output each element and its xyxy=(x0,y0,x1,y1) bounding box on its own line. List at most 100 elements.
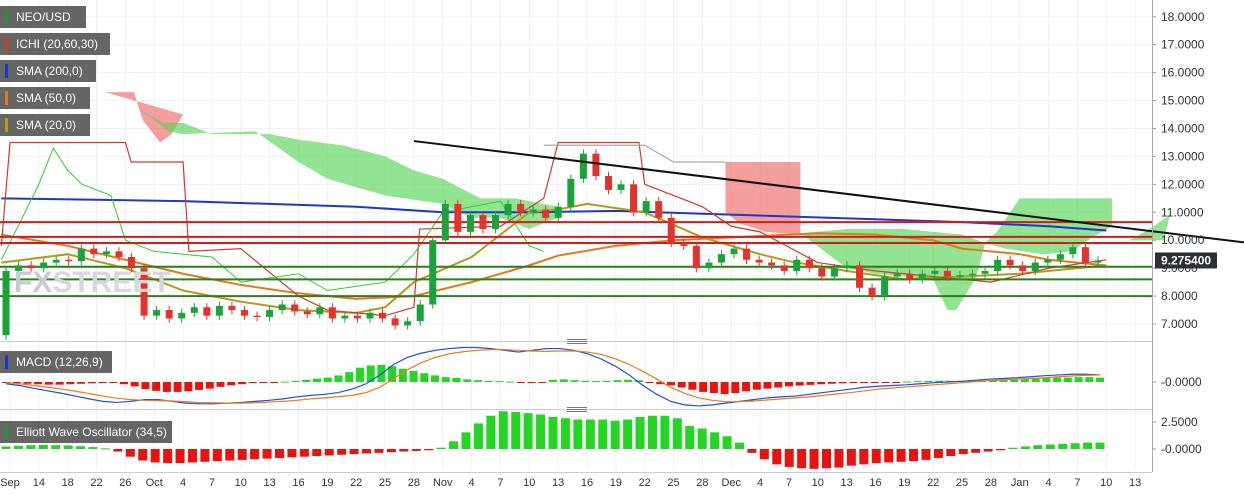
macd-bar xyxy=(913,381,922,383)
x-tick-label: 22 xyxy=(350,477,362,489)
elliott-bar xyxy=(536,414,546,449)
macd-bar xyxy=(259,382,268,383)
candle xyxy=(1081,247,1089,263)
macd-bar xyxy=(87,382,96,384)
candle xyxy=(642,201,650,213)
elliott-bar xyxy=(411,449,421,451)
elliott-bar xyxy=(560,418,570,449)
elliott-bar xyxy=(871,449,881,464)
candle xyxy=(604,175,612,190)
elliott-bar xyxy=(772,449,782,465)
legend-sma-20[interactable]: SMA (20,0) xyxy=(0,114,90,136)
candle xyxy=(1094,260,1102,263)
legend-macd[interactable]: MACD (12,26,9) xyxy=(0,351,112,373)
x-tick-label: 18 xyxy=(62,477,74,489)
y-tick-label: 8.0000 xyxy=(1161,289,1198,303)
macd-bar xyxy=(313,378,322,382)
candle xyxy=(40,262,48,269)
elliott-bar xyxy=(548,417,558,449)
elliott-bar xyxy=(896,449,906,462)
candle xyxy=(667,217,675,244)
candle xyxy=(931,270,939,274)
elliott-bar xyxy=(859,449,869,465)
x-tick-label: 13 xyxy=(264,477,276,489)
ichimoku-cloud-bearish xyxy=(105,92,184,143)
macd-bar xyxy=(838,382,847,384)
elliott-bar xyxy=(797,449,807,469)
macd-bar xyxy=(66,382,75,385)
elliott-panel xyxy=(1,411,1105,469)
elliott-bar xyxy=(138,449,148,461)
macd-bar xyxy=(77,382,86,384)
macd-bar xyxy=(656,382,665,385)
macd-bar xyxy=(999,379,1008,382)
legend-ichimoku[interactable]: ICHI (20,60,30) xyxy=(0,33,110,55)
candle xyxy=(90,248,98,255)
elliott-bar xyxy=(672,418,682,449)
macd-panel xyxy=(2,346,1104,407)
macd-bar xyxy=(334,375,343,382)
macd-bar xyxy=(624,379,633,382)
elliott-bar xyxy=(1020,446,1030,449)
macd-bar xyxy=(1096,377,1104,382)
candle xyxy=(27,265,35,269)
elliott-bar xyxy=(386,449,396,453)
x-tick-label: 22 xyxy=(639,477,651,489)
current-price-box xyxy=(1155,252,1217,269)
macd-bar xyxy=(484,380,493,382)
y-tick-label: -0.0000 xyxy=(1161,442,1202,456)
elliott-bar xyxy=(946,449,956,457)
x-tick-label: 25 xyxy=(667,477,679,489)
macd-bar xyxy=(924,380,933,382)
macd-bar xyxy=(23,382,32,384)
candle xyxy=(743,248,751,260)
x-tick-label: 22 xyxy=(90,477,102,489)
x-tick-label: 7 xyxy=(1074,477,1080,489)
x-tick-label: 7 xyxy=(497,477,503,489)
x-tick-label: 4 xyxy=(757,477,763,489)
macd-bar xyxy=(441,377,450,382)
candle xyxy=(278,304,286,311)
legend-sma-200[interactable]: SMA (200,0) xyxy=(0,60,96,82)
candle xyxy=(517,203,525,213)
elliott-bar xyxy=(809,449,819,469)
macd-bar xyxy=(666,382,675,386)
y-tick-label: 16.0000 xyxy=(1161,66,1205,80)
macd-bar xyxy=(570,380,579,382)
macd-bar xyxy=(870,382,879,383)
ichimoku-cloud-bullish xyxy=(1112,215,1170,241)
fxstreet-watermark: FXSTREET xyxy=(14,266,171,299)
elliott-bar xyxy=(125,449,135,457)
candle xyxy=(893,273,901,277)
elliott-bar xyxy=(1083,442,1093,449)
macd-bar xyxy=(152,382,161,391)
x-tick-label: Jan xyxy=(1011,477,1029,489)
x-tick-label: 19 xyxy=(321,477,333,489)
x-tick-label: 28 xyxy=(696,477,708,489)
candle xyxy=(918,273,926,280)
legend-neo-usd[interactable]: NEO/USD xyxy=(0,6,86,28)
macd-bar xyxy=(173,382,182,392)
elliott-bar xyxy=(697,428,707,449)
macd-bar xyxy=(795,382,804,386)
macd-bar xyxy=(195,382,204,390)
legend-sma-50[interactable]: SMA (50,0) xyxy=(0,87,90,109)
legend-elliott[interactable]: Elliott Wave Oscillator (34,5) xyxy=(0,421,172,443)
macd-bar xyxy=(130,382,139,387)
x-tick-label: 28 xyxy=(985,477,997,489)
candle xyxy=(818,268,826,277)
candle xyxy=(830,268,838,277)
macd-bar xyxy=(720,382,729,395)
macd-bar xyxy=(463,379,472,382)
elliott-bar xyxy=(51,445,61,449)
x-tick-label: Nov xyxy=(433,477,453,489)
macd-bar xyxy=(452,378,461,382)
elliott-bar xyxy=(585,419,595,449)
elliott-bar xyxy=(971,449,981,453)
x-tick-label: 25 xyxy=(379,477,391,489)
macd-bar xyxy=(1010,379,1019,382)
macd-bar xyxy=(817,382,826,385)
elliott-bar xyxy=(635,417,645,449)
macd-bar xyxy=(302,379,311,382)
candle xyxy=(341,315,349,319)
